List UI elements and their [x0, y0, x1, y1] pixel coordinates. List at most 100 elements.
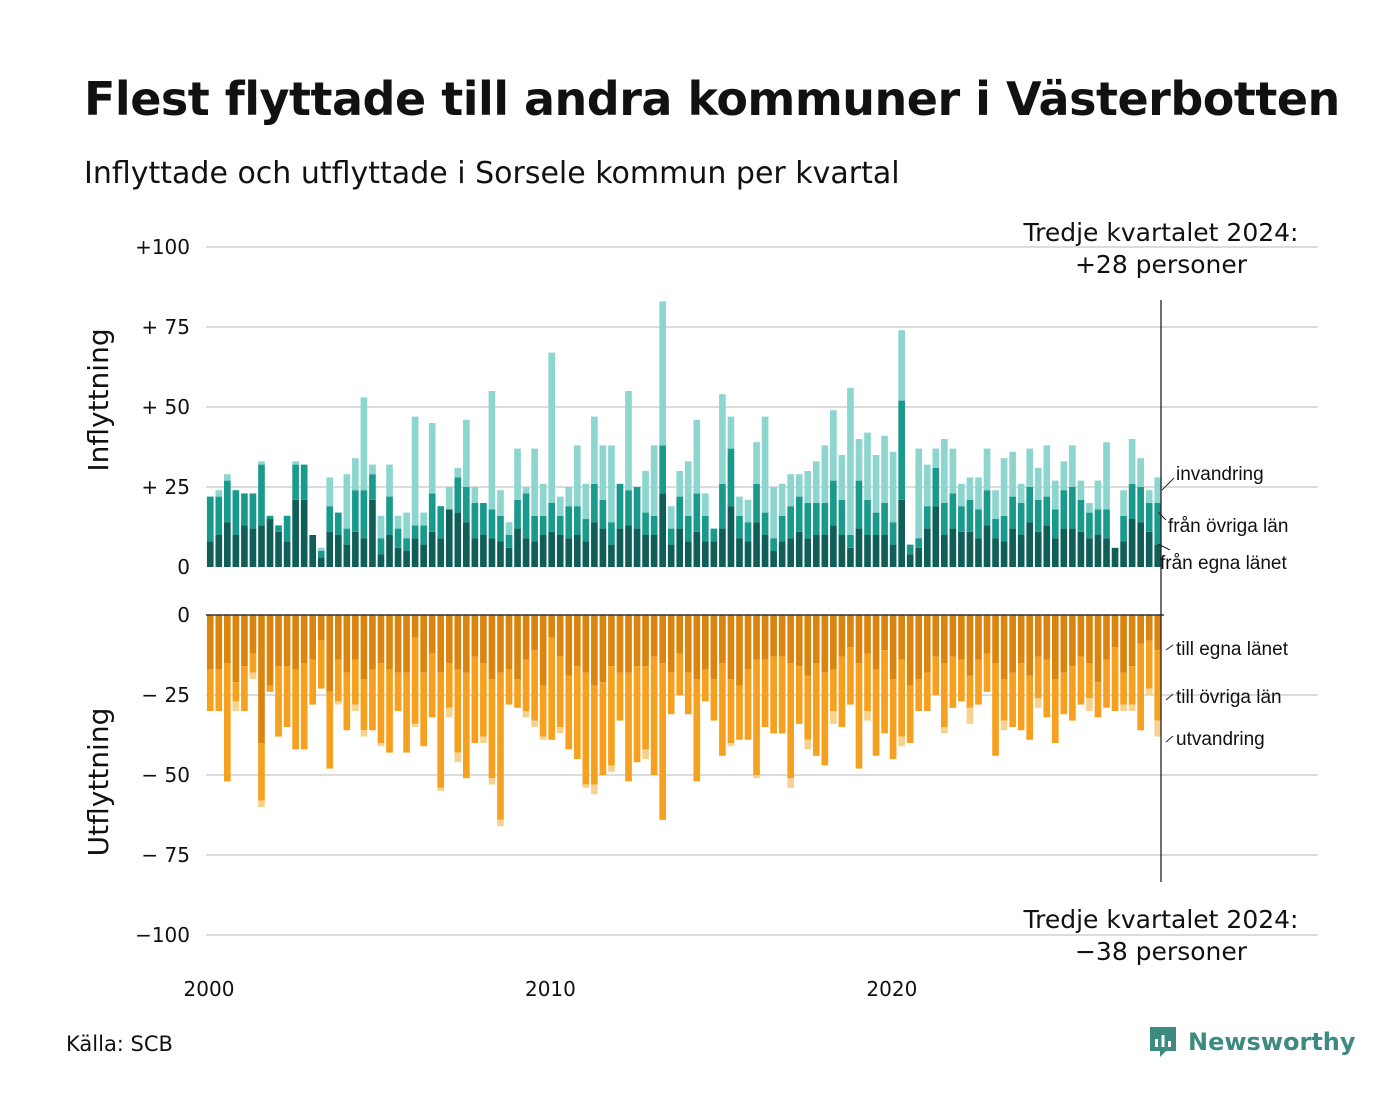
bar-in-0 — [608, 544, 615, 567]
bar-in-1 — [1051, 509, 1059, 539]
bar-out-0 — [778, 615, 786, 657]
bar-in-2 — [539, 483, 547, 516]
bar-in-0 — [684, 541, 692, 567]
series-label-in-1: från övriga län — [1168, 516, 1288, 537]
bar-in-1 — [411, 525, 419, 539]
bar-in-2 — [377, 515, 385, 539]
bar-in-1 — [326, 506, 334, 532]
bar-out-0 — [369, 615, 376, 670]
bar-in-1 — [437, 506, 445, 539]
bar-in-1 — [804, 503, 812, 539]
bar-in-2 — [702, 493, 709, 516]
bar-in-0 — [958, 531, 965, 567]
bar-out-1 — [377, 663, 385, 743]
bar-out-1 — [667, 672, 675, 715]
bar-out-0 — [1034, 615, 1042, 657]
bar-out-1 — [1060, 672, 1068, 715]
bar-out-1 — [1154, 650, 1162, 721]
bar-out-0 — [309, 615, 317, 660]
bar-in-1 — [224, 480, 231, 523]
bar-in-0 — [1111, 547, 1119, 567]
bar-in-1 — [608, 522, 615, 545]
bar-out-0 — [403, 615, 410, 673]
bar-in-0 — [906, 554, 914, 567]
bar-in-1 — [360, 490, 368, 539]
bar-out-0 — [667, 615, 675, 673]
bar-out-1 — [889, 679, 897, 759]
bar-out-0 — [471, 615, 479, 657]
bar-in-1 — [386, 496, 393, 535]
bar-in-0 — [497, 541, 504, 567]
bar-out-1 — [232, 682, 240, 702]
bar-out-2 — [522, 711, 530, 718]
bar-out-1 — [975, 659, 982, 705]
bar-in-0 — [445, 509, 453, 567]
bar-out-1 — [343, 672, 351, 731]
bar-in-1 — [582, 519, 590, 542]
bar-out-0 — [352, 615, 359, 660]
bar-in-2 — [684, 461, 692, 516]
bar-out-1 — [1026, 675, 1034, 740]
bar-in-0 — [206, 541, 214, 567]
bar-in-1 — [923, 506, 931, 529]
bar-in-1 — [855, 480, 863, 529]
bar-in-1 — [1060, 490, 1068, 529]
bar-out-1 — [241, 666, 248, 711]
bar-in-2 — [753, 442, 760, 484]
bar-out-2 — [898, 736, 905, 747]
bar-out-1 — [753, 659, 760, 775]
bar-in-2 — [744, 499, 752, 523]
bar-out-0 — [923, 615, 931, 673]
bar-out-2 — [539, 736, 547, 740]
bar-in-0 — [258, 525, 265, 567]
bar-in-1 — [1009, 496, 1016, 529]
series-label-in-0: invandring — [1176, 464, 1264, 485]
bar-in-1 — [454, 477, 462, 513]
bar-in-1 — [821, 503, 829, 535]
bar-in-1 — [514, 499, 521, 529]
bar-in-0 — [232, 535, 240, 567]
bar-in-0 — [1000, 541, 1008, 567]
bar-out-2 — [1145, 688, 1153, 695]
bar-in-0 — [710, 541, 718, 567]
bar-in-0 — [864, 535, 871, 567]
bar-in-2 — [872, 455, 880, 513]
bar-in-0 — [761, 535, 769, 567]
bar-in-2 — [659, 301, 666, 446]
bar-in-2 — [548, 352, 556, 503]
bar-out-2 — [787, 778, 795, 788]
bar-out-2 — [591, 784, 598, 795]
bar-in-0 — [411, 538, 419, 567]
bar-in-1 — [275, 525, 282, 532]
bar-in-0 — [1145, 531, 1153, 567]
bar-out-0 — [684, 615, 692, 673]
bar-out-0 — [898, 615, 905, 660]
bar-out-0 — [830, 615, 837, 670]
bar-out-1 — [471, 656, 479, 743]
bar-out-2 — [352, 704, 359, 711]
bar-in-0 — [804, 538, 812, 567]
bar-out-1 — [830, 669, 837, 711]
bar-in-1 — [343, 528, 351, 545]
bar-in-0 — [300, 499, 308, 567]
bar-in-0 — [693, 531, 701, 567]
bar-in-1 — [650, 515, 658, 535]
bar-in-1 — [889, 522, 897, 545]
bar-out-1 — [522, 659, 530, 711]
bar-out-0 — [1043, 615, 1051, 660]
bar-in-2 — [1043, 445, 1051, 497]
bar-out-0 — [582, 615, 590, 673]
bar-in-1 — [1103, 509, 1110, 539]
bar-out-1 — [1043, 659, 1051, 718]
bar-out-2 — [454, 752, 462, 763]
brand-name: Newsworthy — [1188, 1028, 1356, 1056]
bar-in-1 — [787, 506, 795, 539]
bar-in-2 — [445, 487, 453, 510]
bar-out-0 — [497, 615, 504, 673]
bar-in-2 — [941, 439, 948, 503]
bar-out-0 — [1077, 615, 1085, 657]
bar-in-1 — [488, 509, 496, 539]
bar-out-1 — [488, 679, 496, 779]
bar-out-0 — [744, 615, 752, 670]
bar-out-1 — [556, 656, 564, 727]
